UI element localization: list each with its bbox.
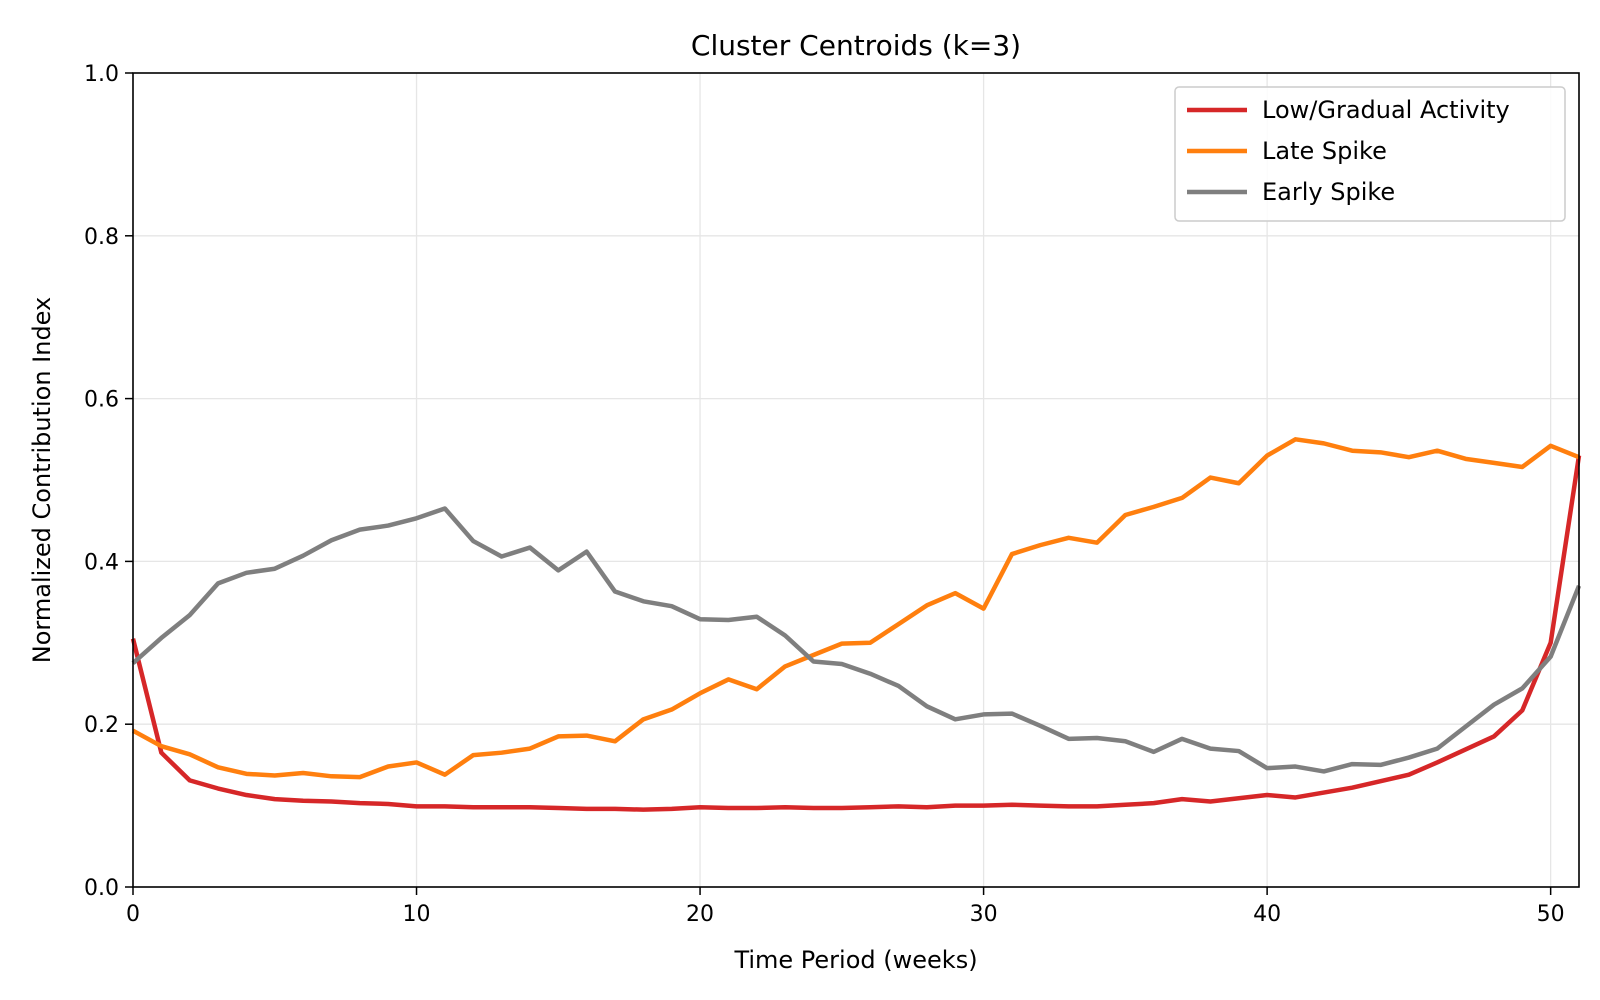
- legend-label: Early Spike: [1262, 178, 1395, 206]
- chart-title: Cluster Centroids (k=3): [691, 29, 1021, 62]
- x-tick-label: 30: [970, 902, 998, 927]
- y-axis-title: Normalized Contribution Index: [28, 297, 56, 663]
- legend: Low/Gradual Activity Late Spike Early Spik…: [1174, 86, 1566, 222]
- series-line-3: [131, 506, 1582, 774]
- y-tick-label: 0.4: [84, 550, 119, 575]
- plot-frame: [132, 72, 1580, 888]
- y-tick-label: 0.2: [84, 713, 119, 738]
- x-tick-label: 20: [686, 902, 714, 927]
- legend-items: Low/Gradual Activity Late Spike Early Spik…: [1187, 96, 1510, 206]
- y-tick-label: 1.0: [84, 62, 119, 87]
- x-tick-label: 0: [126, 902, 140, 927]
- x-tick-label: 50: [1537, 902, 1565, 927]
- y-tick-label: 0.8: [84, 225, 119, 250]
- x-tick-label: 10: [403, 902, 431, 927]
- x-axis-title: Time Period (weeks): [733, 946, 977, 974]
- axis-ticks: 0 10 20 30 40 50 0.0 0.2 0.4 0.6 0.8 1.0: [84, 62, 1565, 927]
- legend-label: Late Spike: [1262, 137, 1387, 165]
- series-lines: [130, 437, 1582, 812]
- y-tick-label: 0.0: [84, 876, 119, 901]
- series-line-1: [130, 455, 1582, 812]
- x-tick-label: 40: [1253, 902, 1281, 927]
- legend-label: Low/Gradual Activity: [1262, 96, 1510, 124]
- legend-box: [1174, 86, 1566, 222]
- series-line-2: [131, 437, 1580, 780]
- y-tick-label: 0.6: [84, 388, 119, 413]
